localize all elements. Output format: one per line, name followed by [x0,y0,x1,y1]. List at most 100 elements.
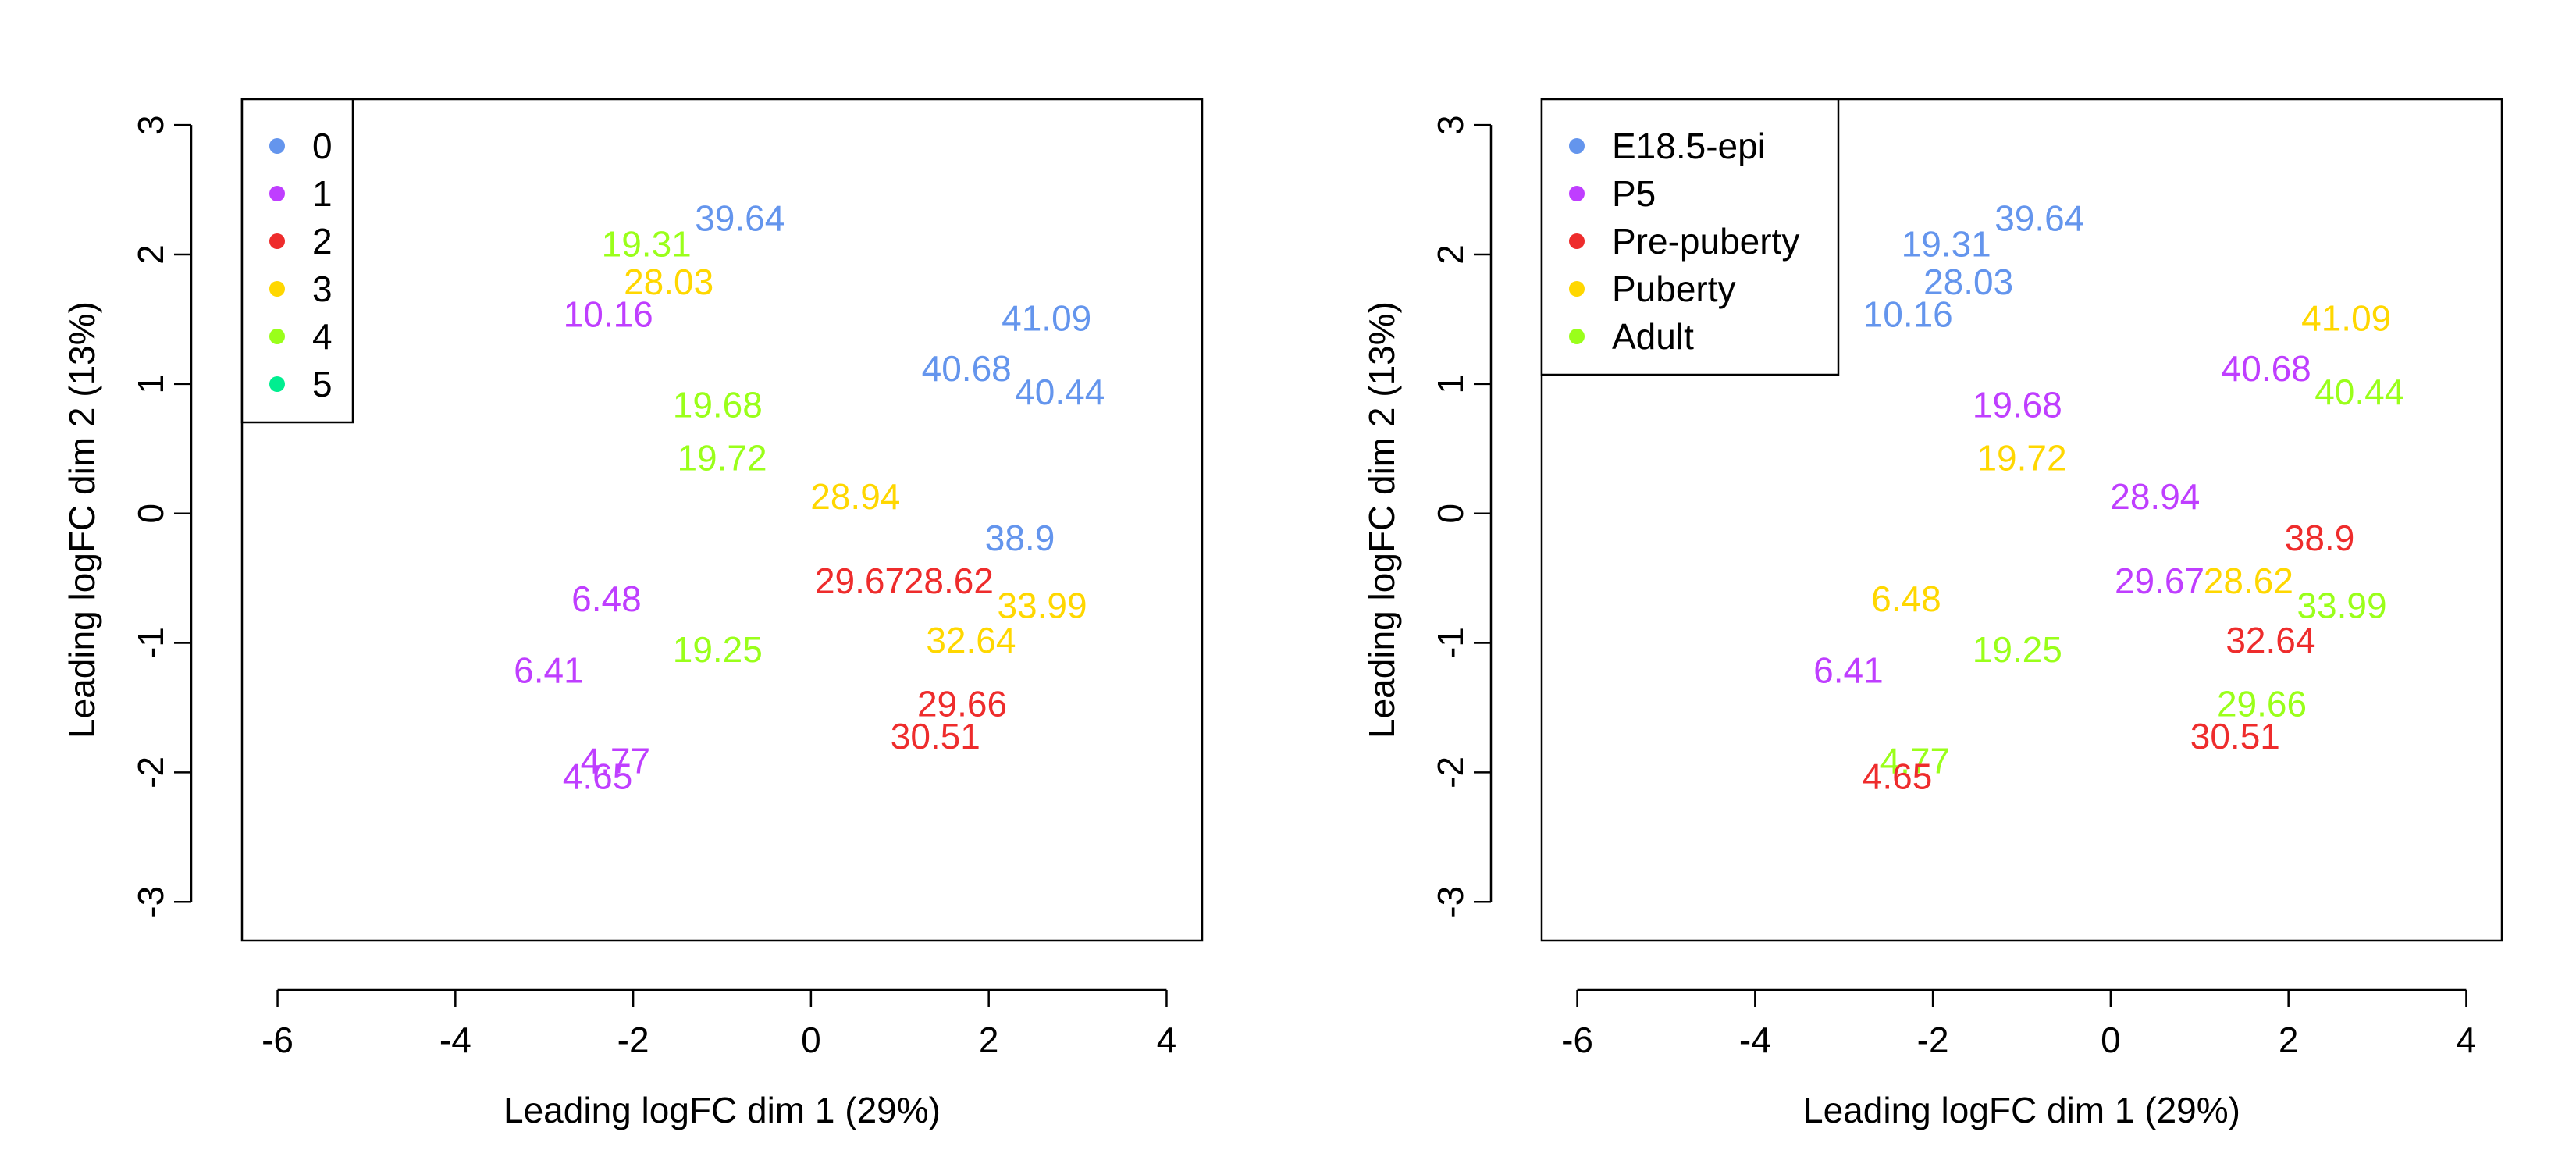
point-label: 32.64 [2226,620,2315,660]
legend-label: P5 [1612,173,1656,214]
point-label: 6.41 [514,650,584,690]
legend: E18.5-epi P5 Pre-puberty Puberty Adult [1540,98,1840,376]
legend-label: 1 [312,173,333,214]
point-label: 10.16 [564,294,653,334]
point-label: 29.67 [815,561,905,601]
y-axis-title: Leading logFC dim 2 (13%) [62,301,102,739]
point-label: 19.25 [673,629,763,670]
point-label: 30.51 [2190,716,2280,756]
point-label: 19.25 [1973,629,2062,670]
legend-swatch [1569,138,1585,154]
plot-frame [1540,98,2503,942]
y-tick-label: -2 [130,756,171,788]
chart-panel-1: -6 -4 -2 0 2 4 -3 -2 -1 0 1 2 3 Leading logFC dim 1 (… [62,98,1204,1130]
legend-swatch [269,186,285,201]
legend-label: 2 [312,221,333,262]
legend-swatch [1569,186,1585,201]
legend-label: Adult [1612,316,1694,357]
y-tick-label: 1 [130,374,171,394]
x-tick-label: -2 [1917,1020,1949,1060]
legend-box [240,98,354,424]
point-label: 19.72 [1976,437,2066,478]
point-label: 28.03 [1923,262,2013,302]
point-label: 41.09 [1002,297,1091,338]
point-label: 33.99 [2297,585,2386,625]
y-tick-label: -2 [1430,756,1471,788]
point-label: 10.16 [1863,294,1953,334]
point-label: 38.9 [985,518,1055,558]
x-tick-label: 2 [2279,1020,2299,1060]
legend-swatch [1569,281,1585,297]
point-label: 19.68 [673,384,763,425]
x-tick-label: -4 [439,1020,471,1060]
point-label: 29.66 [917,684,1007,724]
y-tick-label: 0 [1430,504,1471,524]
legend-swatch [269,233,285,249]
x-tick-label: -6 [262,1020,294,1060]
point-label: 28.62 [2204,561,2293,601]
y-tick-label: -3 [130,886,171,918]
point-label: 40.68 [2222,348,2311,389]
y-tick-label: 2 [130,244,171,265]
legend-swatch [269,138,285,154]
point-label: 40.44 [1015,372,1105,412]
point-label: 40.44 [2314,372,2404,412]
point-label: 29.67 [2115,561,2204,601]
point-label: 19.31 [602,224,692,265]
legend: 0 1 2 3 4 5 [240,98,354,424]
x-tick-label: -6 [1561,1020,1593,1060]
point-label: 4.77 [1880,740,1951,781]
x-tick-label: -2 [617,1020,649,1060]
x-tick-label: 2 [979,1020,999,1060]
point-label: 28.94 [2110,476,2200,517]
chart-panel-2: -6 -4 -2 0 2 4 -3 -2 -1 0 1 2 3 Leading logFC dim 1 (… [1361,98,2503,1130]
point-label: 28.94 [810,476,900,517]
point-label: 29.66 [2217,684,2307,724]
point-label: 6.48 [571,578,642,619]
legend-label: Puberty [1612,269,1736,309]
y-tick-label: 3 [1430,115,1471,135]
point-label: 4.65 [563,756,633,796]
y-tick-label: 1 [1430,374,1471,394]
point-label: 39.64 [1994,198,2084,239]
point-label: 19.31 [1902,224,1991,265]
point-label: 19.72 [677,437,767,478]
point-label: 19.68 [1973,384,2062,425]
point-label: 40.68 [922,348,1012,389]
y-tick-label: 0 [130,504,171,524]
x-tick-label: 4 [1157,1020,1177,1060]
legend-label: 3 [312,269,333,309]
y-tick-label: 3 [130,115,171,135]
point-label: 28.03 [624,262,713,302]
x-tick-label: 4 [2457,1020,2477,1060]
legend-label: E18.5-epi [1612,126,1766,166]
plot-frame [240,98,1204,942]
y-axis-title: Leading logFC dim 2 (13%) [1361,301,1402,739]
point-label: 4.65 [1863,756,1933,796]
y-tick-label: -1 [1430,627,1471,659]
x-axis-title: Leading logFC dim 1 (29%) [1803,1090,2240,1130]
point-label: 6.48 [1871,578,1941,619]
legend-box [1540,98,1840,376]
legend-label: 5 [312,364,333,404]
point-label: 4.77 [581,740,651,781]
y-tick-label: -3 [1430,886,1471,918]
legend-swatch [1569,233,1585,249]
point-label: 39.64 [695,198,785,239]
legend-swatch [269,329,285,344]
legend-label: Pre-puberty [1612,221,1799,262]
x-tick-label: 0 [801,1020,821,1060]
point-label: 38.9 [2285,518,2355,558]
point-label: 30.51 [891,716,980,756]
x-tick-label: 0 [2101,1020,2121,1060]
point-label: 33.99 [997,585,1087,625]
legend-label: 4 [312,316,333,357]
y-tick-label: 2 [1430,244,1471,265]
point-label: 28.62 [904,561,994,601]
y-tick-label: -1 [130,627,171,659]
legend-swatch [1569,329,1585,344]
point-label: 32.64 [926,620,1016,660]
legend-swatch [269,281,285,297]
point-label: 41.09 [2301,297,2391,338]
